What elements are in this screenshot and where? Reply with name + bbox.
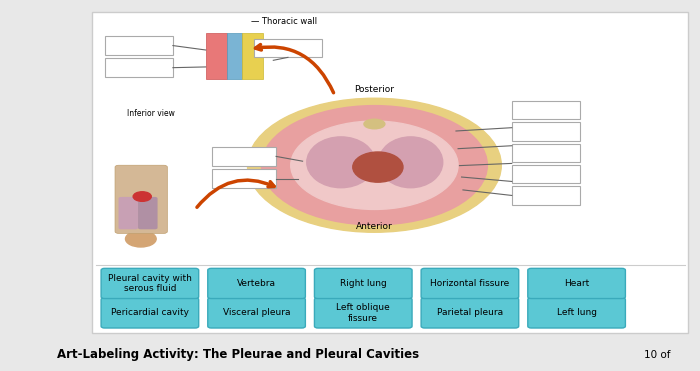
Text: Left oblique
fissure: Left oblique fissure xyxy=(337,303,390,323)
Ellipse shape xyxy=(364,119,385,129)
Text: Anterior: Anterior xyxy=(356,221,393,230)
FancyBboxPatch shape xyxy=(314,298,412,328)
FancyBboxPatch shape xyxy=(512,122,580,141)
FancyBboxPatch shape xyxy=(101,298,199,328)
Text: Left lung: Left lung xyxy=(556,308,596,318)
Circle shape xyxy=(248,98,501,232)
FancyBboxPatch shape xyxy=(512,101,580,119)
FancyBboxPatch shape xyxy=(101,268,199,299)
FancyBboxPatch shape xyxy=(138,197,158,229)
Text: 10 of: 10 of xyxy=(644,350,671,360)
Text: Horizontal fissure: Horizontal fissure xyxy=(430,279,510,288)
FancyBboxPatch shape xyxy=(206,33,227,79)
Circle shape xyxy=(262,106,487,225)
Circle shape xyxy=(125,231,156,247)
Text: Art-Labeling Activity: The Pleurae and Pleural Cavities: Art-Labeling Activity: The Pleurae and P… xyxy=(57,348,419,361)
FancyBboxPatch shape xyxy=(212,169,276,188)
FancyBboxPatch shape xyxy=(227,33,242,79)
Text: Right lung: Right lung xyxy=(340,279,386,288)
FancyBboxPatch shape xyxy=(115,165,167,233)
Text: Posterior: Posterior xyxy=(354,85,394,94)
FancyBboxPatch shape xyxy=(104,59,173,77)
FancyBboxPatch shape xyxy=(421,268,519,299)
FancyBboxPatch shape xyxy=(208,298,305,328)
Text: Visceral pleura: Visceral pleura xyxy=(223,308,290,318)
Ellipse shape xyxy=(307,137,375,188)
FancyBboxPatch shape xyxy=(421,298,519,328)
Ellipse shape xyxy=(353,152,403,182)
FancyBboxPatch shape xyxy=(512,165,580,183)
FancyBboxPatch shape xyxy=(92,13,688,333)
Circle shape xyxy=(133,192,151,201)
FancyBboxPatch shape xyxy=(512,144,580,162)
FancyBboxPatch shape xyxy=(104,36,173,55)
FancyBboxPatch shape xyxy=(528,268,625,299)
FancyBboxPatch shape xyxy=(208,268,305,299)
FancyBboxPatch shape xyxy=(314,268,412,299)
Text: Pleural cavity with
serous fluid: Pleural cavity with serous fluid xyxy=(108,274,192,293)
Text: Parietal pleura: Parietal pleura xyxy=(437,308,503,318)
Circle shape xyxy=(290,121,458,210)
Text: Heart: Heart xyxy=(564,279,589,288)
FancyBboxPatch shape xyxy=(242,33,262,79)
FancyBboxPatch shape xyxy=(528,298,625,328)
Text: Pericardial cavity: Pericardial cavity xyxy=(111,308,189,318)
Text: — Thoracic wall: — Thoracic wall xyxy=(251,17,317,26)
Ellipse shape xyxy=(379,137,442,188)
FancyBboxPatch shape xyxy=(118,197,138,229)
Text: Inferior view: Inferior view xyxy=(127,109,175,118)
FancyBboxPatch shape xyxy=(212,147,276,166)
FancyBboxPatch shape xyxy=(512,186,580,205)
FancyBboxPatch shape xyxy=(254,39,322,58)
Text: Vertebra: Vertebra xyxy=(237,279,276,288)
